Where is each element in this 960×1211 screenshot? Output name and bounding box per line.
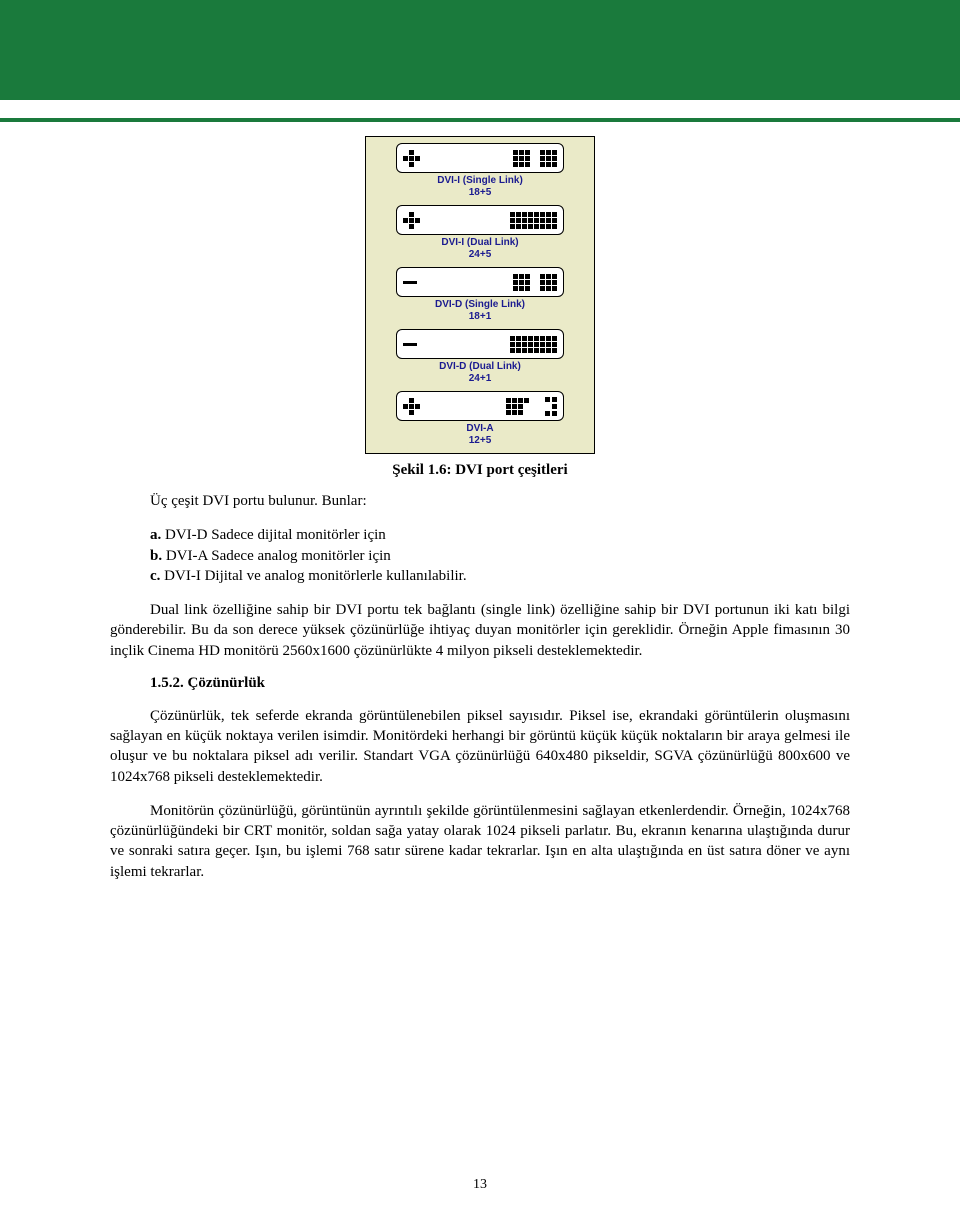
ground-plus-icon — [403, 398, 420, 415]
dvi-diagram: DVI-I (Single Link) 18+5 — [110, 136, 850, 454]
connector-label: DVI-I (Dual Link) 24+5 — [396, 237, 564, 261]
pin-group-full — [510, 212, 557, 229]
list-item-a: a. DVI-D Sadece dijital monitörler için — [110, 525, 850, 545]
header-band — [0, 0, 960, 100]
paragraph-1: Dual link özelliğine sahip bir DVI portu… — [110, 600, 850, 661]
paragraph-3: Monitörün çözünürlüğü, görüntünün ayrınt… — [110, 801, 850, 882]
connector-dvi-d-single: DVI-D (Single Link) 18+1 — [396, 267, 564, 323]
ground-plus-icon — [403, 212, 420, 229]
pin-group-full — [510, 336, 557, 353]
intro-text: Üç çeşit DVI portu bulunur. Bunlar: — [110, 491, 850, 511]
connector-label: DVI-A 12+5 — [396, 423, 564, 447]
pin-group-left — [513, 274, 530, 291]
connector-dvi-i-dual: DVI-I (Dual Link) 24+5 — [396, 205, 564, 261]
connector-dvi-d-dual: DVI-D (Dual Link) 24+1 — [396, 329, 564, 385]
connector-label: DVI-I (Single Link) 18+5 — [396, 175, 564, 199]
ground-blade-icon — [403, 281, 417, 284]
ground-blade-icon — [403, 343, 417, 346]
list-item-b: b. DVI-A Sadece analog monitörler için — [110, 546, 850, 566]
diagram-panel: DVI-I (Single Link) 18+5 — [365, 136, 595, 454]
pin-group-right — [540, 274, 557, 291]
connector-dvi-a: DVI-A 12+5 — [396, 391, 564, 447]
pin-group-right — [545, 397, 557, 416]
page-number: 13 — [0, 1177, 960, 1193]
pin-group-left — [506, 398, 529, 415]
list-item-c: c. DVI-I Dijital ve analog monitörlerle … — [110, 566, 850, 586]
pin-group-right — [540, 150, 557, 167]
ground-plus-icon — [403, 150, 420, 167]
section-heading: 1.5.2. Çözünürlük — [150, 675, 850, 692]
paragraph-2: Çözünürlük, tek seferde ekranda görüntül… — [110, 706, 850, 787]
connector-label: DVI-D (Single Link) 18+1 — [396, 299, 564, 323]
pin-group-left — [513, 150, 530, 167]
connector-dvi-i-single: DVI-I (Single Link) 18+5 — [396, 143, 564, 199]
connector-label: DVI-D (Dual Link) 24+1 — [396, 361, 564, 385]
page-content: DVI-I (Single Link) 18+5 — [0, 122, 960, 882]
figure-caption: Şekil 1.6: DVI port çeşitleri — [110, 462, 850, 479]
